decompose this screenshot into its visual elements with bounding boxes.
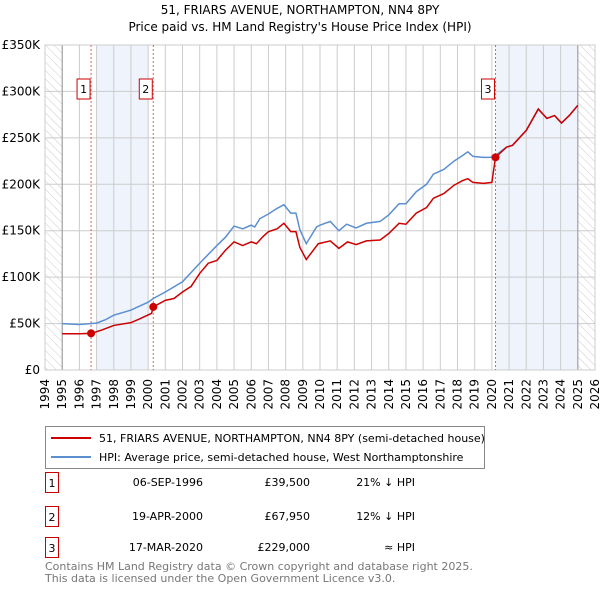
x-tick-label: 2026 [588, 379, 600, 410]
legend-swatch-red [51, 437, 91, 439]
x-tick-label: 2013 [365, 379, 379, 410]
legend-swatch-blue [51, 456, 91, 458]
sale-hpi-relation: ≈ HPI [384, 541, 415, 554]
y-tick-label: £150K [2, 224, 42, 238]
sale-label: 2 [142, 83, 149, 96]
sale-hpi-relation: 12% ↓ HPI [356, 510, 415, 523]
property-price-line [62, 104, 579, 335]
x-tick-label: 2005 [227, 379, 241, 410]
hatched-region [45, 45, 63, 370]
x-tick-label: 2014 [382, 379, 396, 410]
x-tick-label: 2002 [176, 379, 190, 410]
sale-label: 3 [484, 83, 491, 96]
y-tick-label: £0 [25, 363, 40, 377]
x-tick-label: 2009 [296, 379, 310, 410]
x-tick-label: 2001 [158, 379, 172, 410]
x-tick-label: 2016 [416, 379, 430, 410]
chart-subtitle: Price paid vs. HM Land Registry's House … [128, 20, 471, 34]
sale-price: £229,000 [257, 541, 311, 554]
x-tick-label: 2022 [519, 379, 533, 410]
sale-row: 2 19-APR-2000 £67,950 12% ↓ HPI [45, 506, 465, 527]
x-tick-label: 1995 [55, 379, 69, 410]
x-tick-label: 1994 [38, 379, 52, 410]
x-tick-label: 2023 [536, 379, 550, 410]
legend: 51, FRIARS AVENUE, NORTHAMPTON, NN4 8PY … [45, 426, 485, 469]
x-tick-label: 2020 [485, 379, 499, 410]
legend-item-hpi: HPI: Average price, semi-detached house,… [46, 449, 463, 465]
x-tick-label: 2006 [244, 379, 258, 410]
x-tick-label: 2018 [451, 379, 465, 410]
x-tick-label: 2012 [347, 379, 361, 410]
x-tick-label: 1997 [90, 379, 104, 410]
y-tick-label: £50K [9, 317, 41, 331]
x-tick-label: 1999 [124, 379, 138, 410]
sale-label-box [480, 78, 495, 100]
legend-label: HPI: Average price, semi-detached house,… [99, 450, 464, 464]
x-tick-label: 2017 [433, 379, 447, 410]
x-tick-label: 1998 [107, 379, 121, 410]
chart-title: 51, FRIARS AVENUE, NORTHAMPTON, NN4 8PY [161, 3, 440, 17]
footer-line: This data is licensed under the Open Gov… [45, 572, 396, 585]
sale-hpi-relation: 21% ↓ HPI [356, 476, 415, 489]
footer-line: Contains HM Land Registry data © Crown c… [45, 560, 473, 573]
y-tick-label: £350K [2, 38, 42, 52]
x-tick-label: 2024 [554, 379, 568, 410]
x-tick-label: 2011 [330, 379, 344, 410]
x-tick-label: 2000 [141, 379, 155, 410]
y-tick-label: £100K [2, 270, 42, 284]
y-tick-label: £300K [2, 84, 42, 98]
x-tick-label: 2008 [279, 379, 293, 410]
y-tick-label: £250K [2, 131, 42, 145]
hatched-region [577, 45, 595, 370]
x-tick-label: 2021 [502, 379, 516, 410]
sale-date: 19-APR-2000 [131, 510, 203, 523]
x-tick-label: 2010 [313, 379, 327, 410]
sale-row: 3 17-MAR-2020 £229,000 ≈ HPI [45, 537, 465, 558]
x-tick-label: 2004 [210, 379, 224, 410]
legend-label: 51, FRIARS AVENUE, NORTHAMPTON, NN4 8PY … [99, 431, 485, 445]
sale-label-box [138, 78, 153, 100]
plot-frame [44, 44, 596, 371]
x-tick-label: 2015 [399, 379, 413, 410]
sale-number: 3 [45, 537, 59, 558]
sale-point [149, 302, 158, 311]
sale-label: 1 [80, 83, 87, 96]
sale-point [491, 153, 500, 162]
y-tick-label: £200K [2, 177, 42, 191]
sale-point [87, 329, 96, 338]
legend-item-property: 51, FRIARS AVENUE, NORTHAMPTON, NN4 8PY … [46, 430, 485, 446]
chart-svg: 51, FRIARS AVENUE, NORTHAMPTON, NN4 8PY … [2, 3, 600, 410]
sale-date: 06-SEP-1996 [132, 476, 203, 489]
x-tick-label: 2003 [193, 379, 207, 410]
sale-price: £39,500 [264, 476, 311, 489]
sale-number: 1 [45, 472, 59, 493]
sale-label-box [76, 78, 91, 100]
x-tick-label: 1996 [72, 379, 86, 410]
x-tick-label: 2019 [468, 379, 482, 410]
sale-price: £67,950 [264, 510, 311, 523]
sale-date: 17-MAR-2020 [128, 541, 203, 554]
x-tick-label: 2007 [261, 379, 275, 410]
sale-row: 1 06-SEP-1996 £39,500 21% ↓ HPI [45, 472, 465, 493]
x-tick-label: 2025 [571, 379, 585, 410]
footer: Contains HM Land Registry data © Crown c… [45, 561, 473, 585]
shaded-period [495, 45, 578, 370]
sale-number: 2 [45, 506, 59, 527]
